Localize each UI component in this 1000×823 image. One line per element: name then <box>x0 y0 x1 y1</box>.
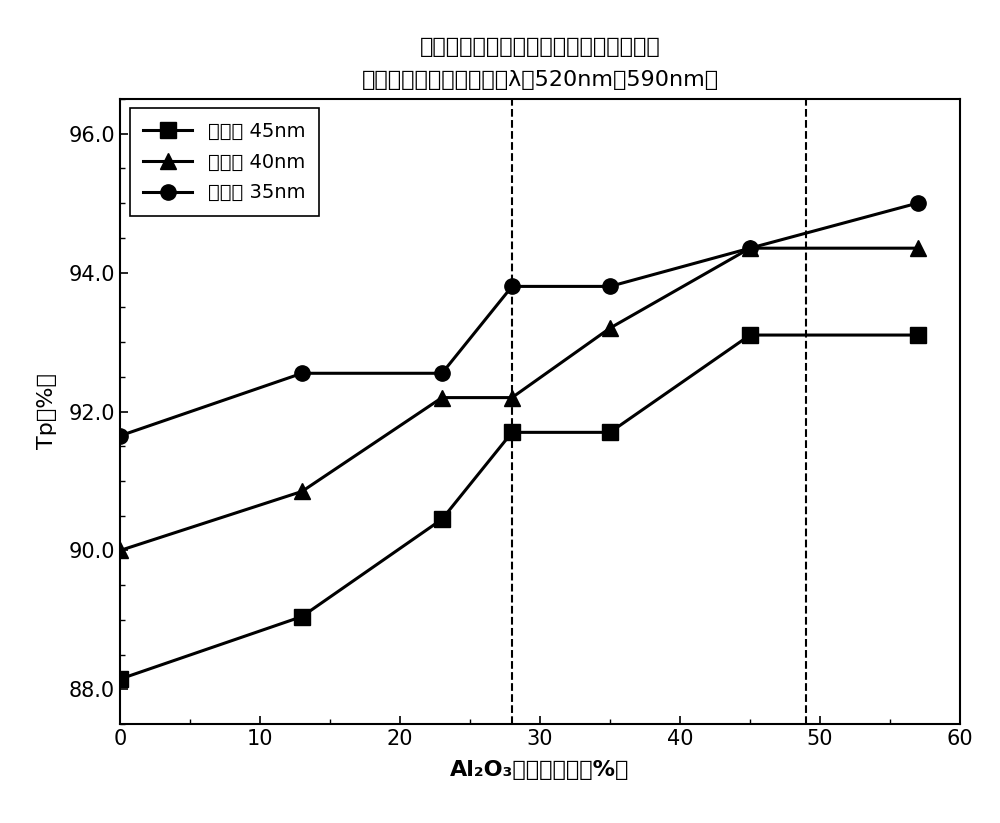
栅宽度 40nm <box>744 244 756 253</box>
栅宽度 35nm <box>296 369 308 379</box>
栅宽度 35nm <box>744 244 756 253</box>
Line: 栅宽度 35nm: 栅宽度 35nm <box>112 195 926 444</box>
栅宽度 40nm <box>114 546 126 556</box>
栅宽度 45nm <box>114 674 126 684</box>
Text: 透射轴透射率特性相对于栅宽度中所占的: 透射轴透射率特性相对于栅宽度中所占的 <box>420 37 660 57</box>
栅宽度 35nm <box>506 281 518 291</box>
Line: 栅宽度 45nm: 栅宽度 45nm <box>112 328 926 686</box>
栅宽度 45nm <box>912 330 924 340</box>
栅宽度 40nm <box>296 486 308 496</box>
Legend: 栅宽度 45nm, 栅宽度 40nm, 栅宽度 35nm: 栅宽度 45nm, 栅宽度 40nm, 栅宽度 35nm <box>130 109 319 216</box>
栅宽度 45nm <box>506 427 518 437</box>
栅宽度 40nm <box>604 323 616 333</box>
栅宽度 35nm <box>604 281 616 291</box>
栅宽度 45nm <box>296 611 308 621</box>
栅宽度 40nm <box>436 393 448 402</box>
栅宽度 40nm <box>506 393 518 402</box>
栅宽度 40nm <box>912 244 924 253</box>
Line: 栅宽度 40nm: 栅宽度 40nm <box>112 240 926 558</box>
Text: 氧化物层的宽度的比例（λ＝520nm～590nm）: 氧化物层的宽度的比例（λ＝520nm～590nm） <box>361 70 719 90</box>
栅宽度 45nm <box>436 514 448 524</box>
Y-axis label: Tp［%］: Tp［%］ <box>37 374 57 449</box>
栅宽度 35nm <box>912 198 924 208</box>
栅宽度 35nm <box>114 431 126 441</box>
X-axis label: Al₂O₃栅宽度比例［%］: Al₂O₃栅宽度比例［%］ <box>450 760 630 780</box>
栅宽度 35nm <box>436 369 448 379</box>
栅宽度 45nm <box>744 330 756 340</box>
栅宽度 45nm <box>604 427 616 437</box>
